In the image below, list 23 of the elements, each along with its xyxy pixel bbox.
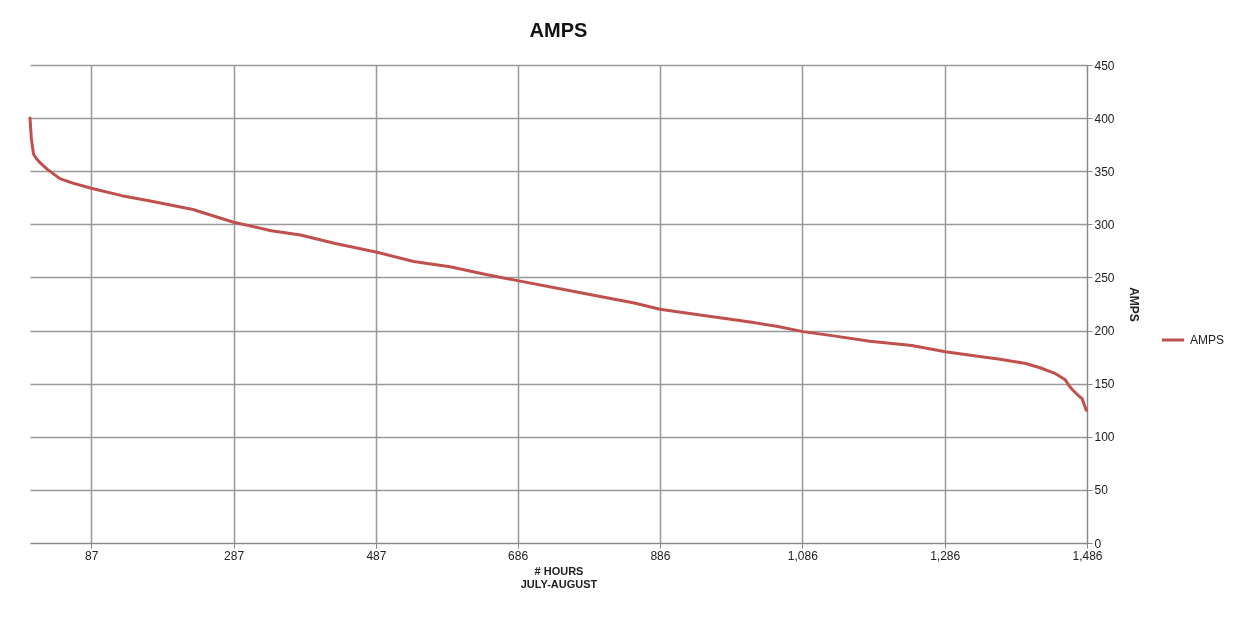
x-axis-title: # HOURS JULY-AUGUST [520, 564, 598, 590]
x-tick-label: 686 [508, 548, 529, 563]
legend-label: AMPS [1190, 333, 1225, 347]
x-tick-label: 886 [650, 548, 671, 563]
y-tick-label: 200 [1094, 324, 1115, 339]
y-tick-label: 450 [1094, 58, 1115, 73]
x-tick-label: 287 [224, 548, 245, 563]
line-series [28, 116, 1088, 412]
y-tick-label: 350 [1094, 164, 1115, 179]
y-tick-label: 250 [1094, 270, 1115, 285]
y-tick-label: 0 [1094, 536, 1102, 551]
y-axis-title: AMPS [1126, 287, 1141, 322]
y-tick-label: 50 [1094, 483, 1109, 498]
x-tick-label: 1,286 [930, 548, 961, 563]
y-tick-label: 400 [1094, 111, 1115, 126]
y-tick-label: 100 [1094, 430, 1115, 445]
x-tick-label: 487 [366, 548, 387, 563]
y-tick-label: 150 [1094, 377, 1115, 392]
x-tick-label: 1,486 [1072, 548, 1103, 563]
x-tick-label: 1,086 [787, 548, 819, 563]
x-tick-label: 87 [85, 548, 99, 563]
chart-title: AMPS [529, 19, 588, 41]
y-tick-label: 300 [1094, 217, 1115, 232]
